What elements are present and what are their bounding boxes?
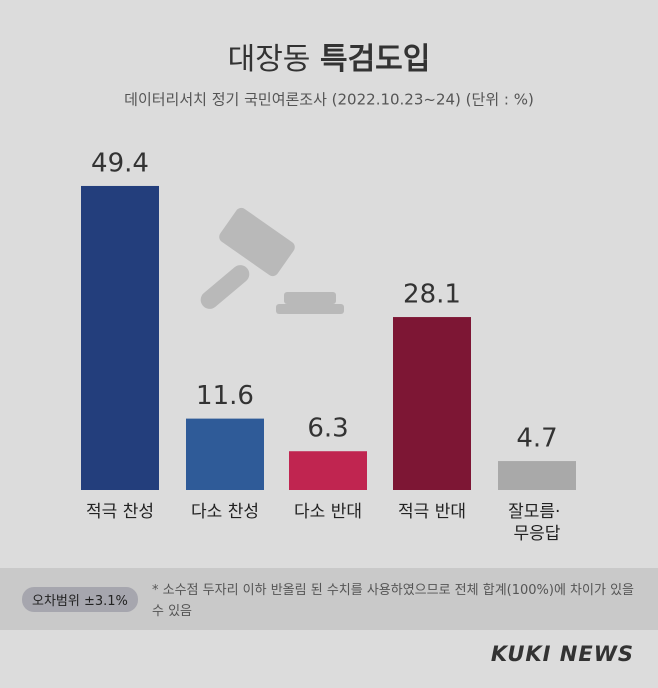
subtitle: 데이터리서치 정기 국민여론조사 (2022.10.23~24) (단위 : %… [124,91,534,109]
x-tick-label: 다소 반대 [294,502,362,522]
bar [498,461,576,490]
value-label: 49.4 [91,148,149,178]
chart-title: 대장동 특검도입 [228,42,431,77]
value-label: 28.1 [403,280,461,310]
bar [289,451,367,490]
bar [81,185,159,490]
gavel-icon [200,207,344,314]
bar [186,418,264,490]
chart: 대장동 특검도입 데이터리서치 정기 국민여론조사 (2022.10.23~24… [81,42,576,544]
title-bold: 특검도입 [320,42,430,77]
x-tick-label: 다소 찬성 [191,502,259,522]
value-label: 6.3 [307,414,348,444]
value-label: 4.7 [516,424,557,454]
x-tick-label: 적극 반대 [398,502,466,522]
logo: KUKI NEWS [490,642,634,666]
x-tick-label: 적극 찬성 [86,502,154,522]
note: * 소수점 두자리 이하 반올림 된 수치를 사용하였으므로 전체 합계(100… [152,583,634,619]
margin-of-error: 오차범위 ±3.1% [22,587,138,612]
title: 대장동 [228,42,311,77]
x-tick-label: 잘모름· 무응답 [508,502,566,544]
bar [393,317,471,490]
value-label: 11.6 [196,381,254,411]
